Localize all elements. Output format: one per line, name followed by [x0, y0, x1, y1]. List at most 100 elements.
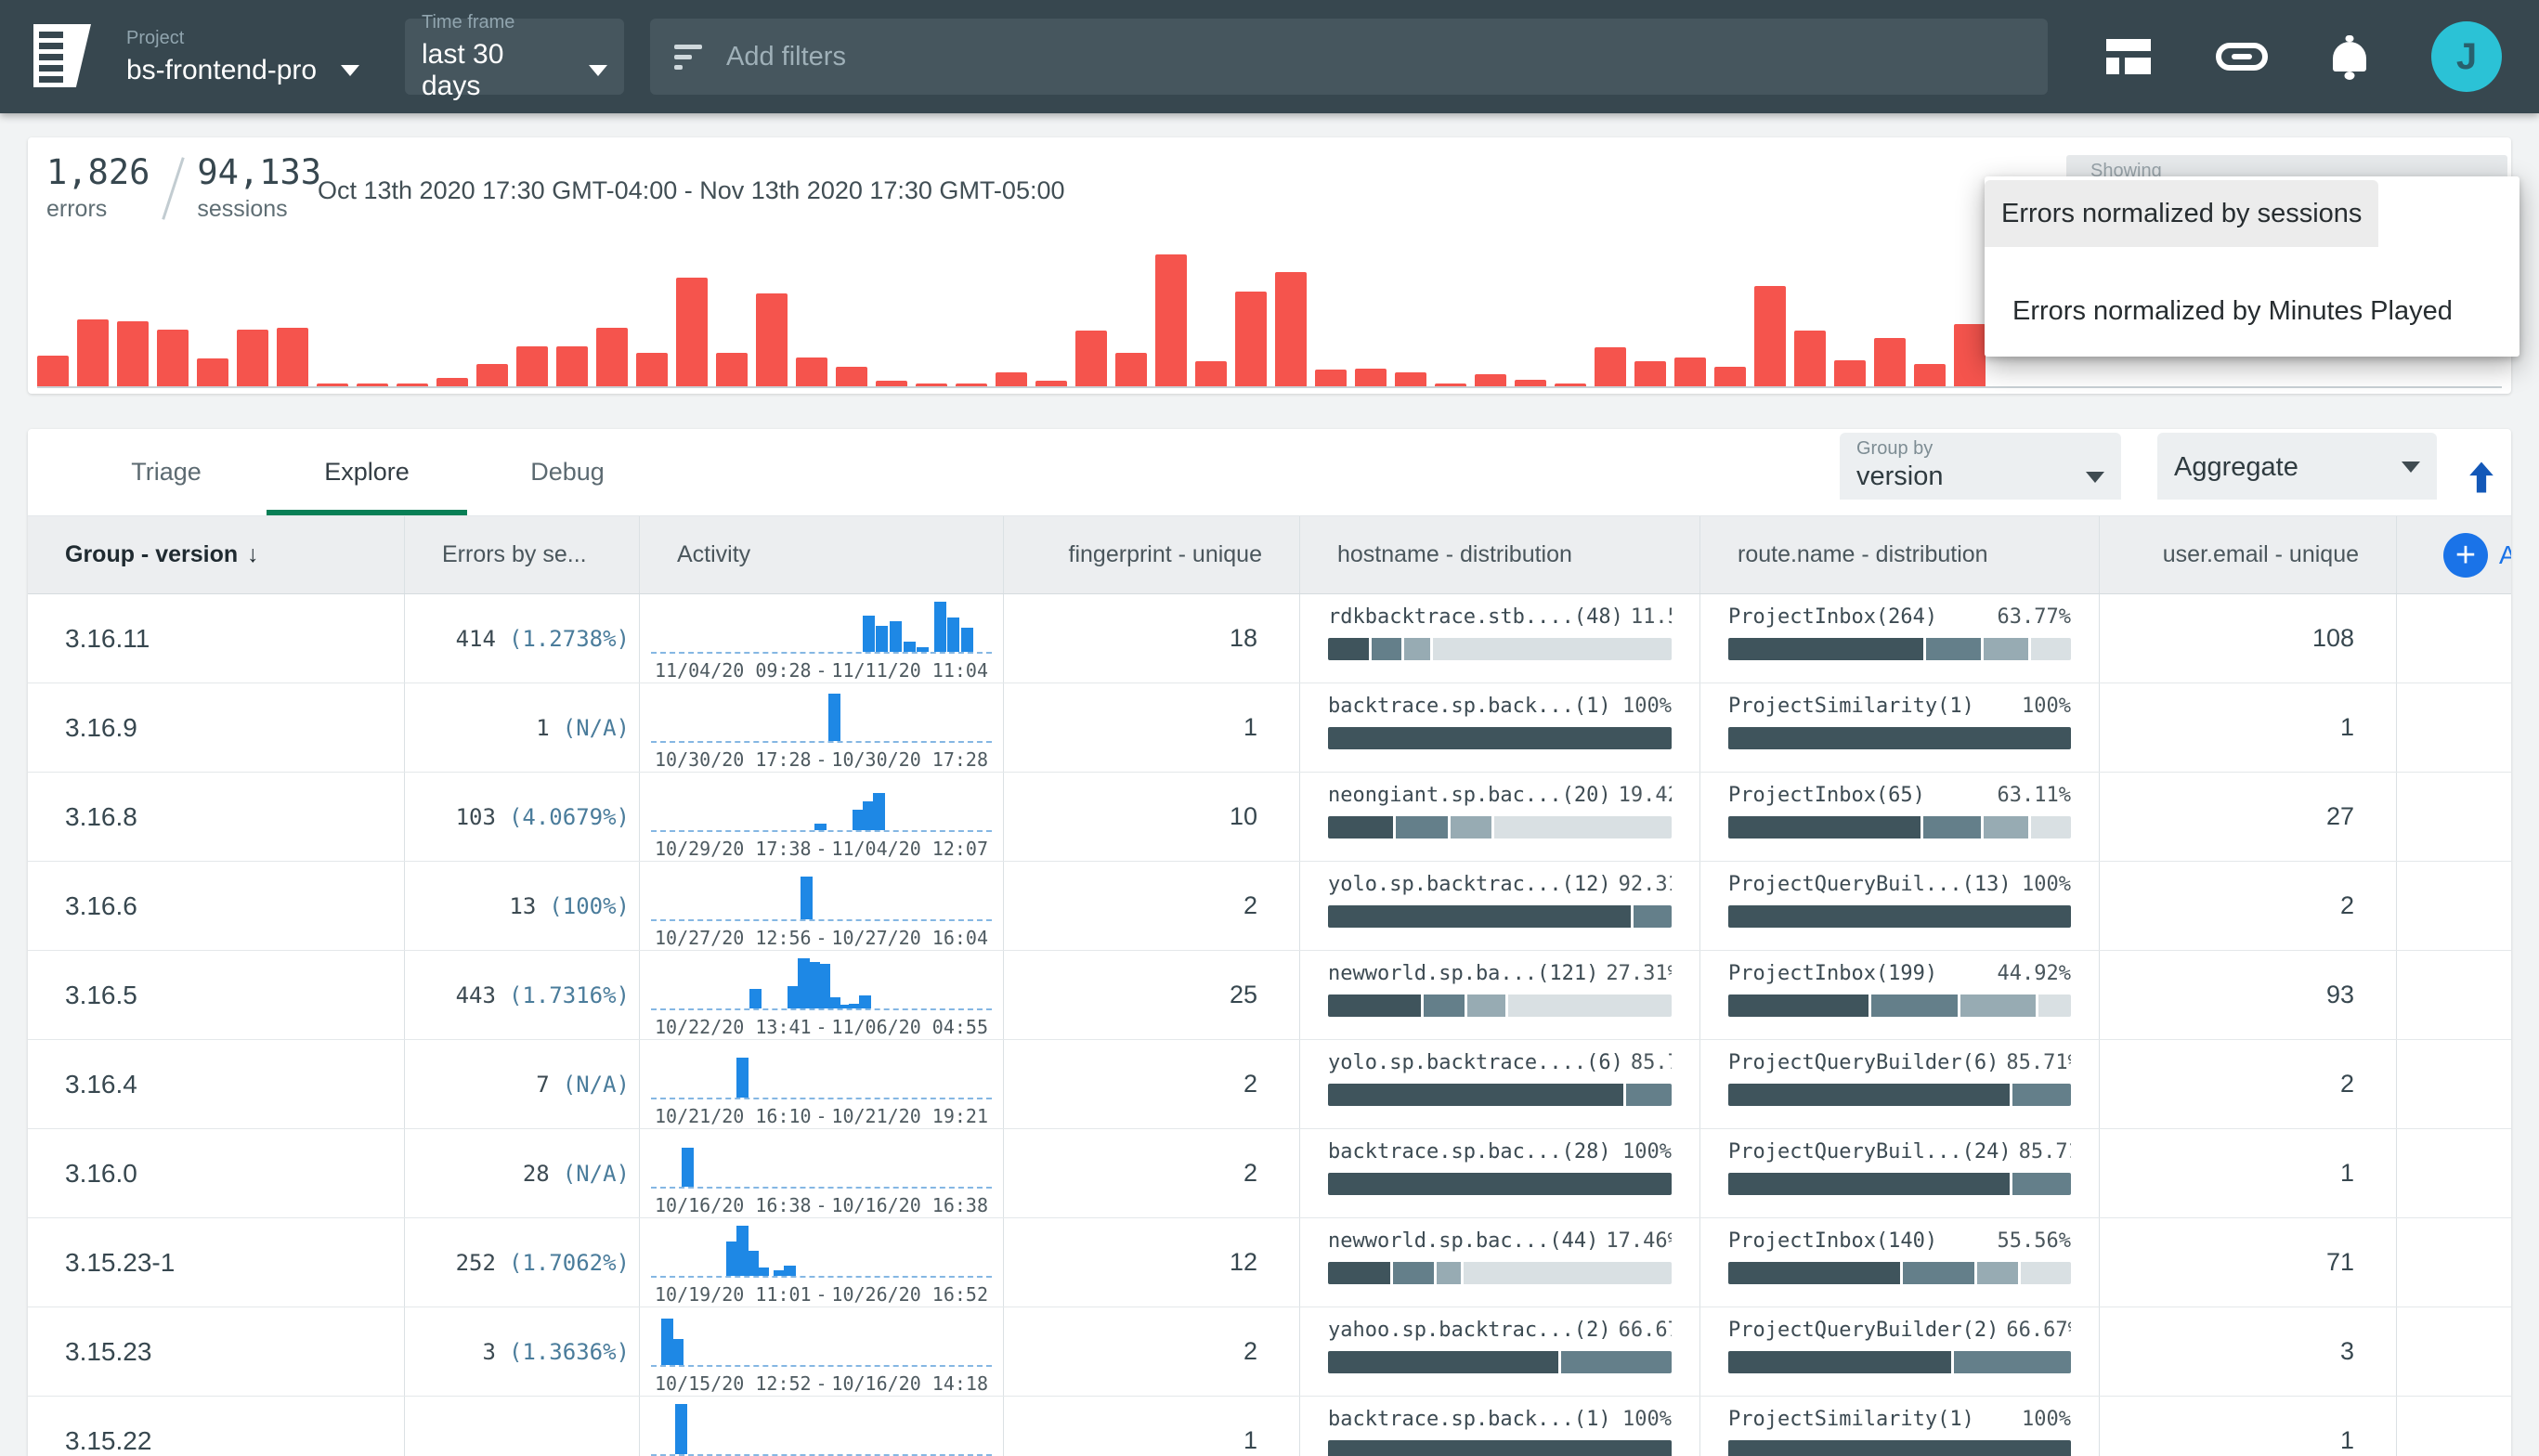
fingerprint-unique-cell: 1: [1004, 1397, 1300, 1456]
add-column-cell: [2397, 1218, 2511, 1306]
histogram-bar: [476, 364, 508, 386]
distribution-segment: [1954, 1351, 2071, 1373]
column-header-1[interactable]: Group - version↓: [28, 516, 405, 593]
activity-end: 11/04/20 12:07: [831, 838, 988, 860]
activity-sparkline: [651, 780, 992, 832]
table-row[interactable]: 3.16.91(N/A)10/30/20 17:28-10/30/20 17:2…: [28, 683, 2511, 773]
table-row[interactable]: 3.15.221backtrace.sp.back...(1)100%Proje…: [28, 1397, 2511, 1456]
route-name-label: ProjectInbox(65): [1728, 784, 1925, 807]
histogram-bar: [636, 353, 668, 386]
route-name-distribution-bar: [1728, 1173, 2071, 1195]
errors-by-session-cell: 13(100%): [405, 862, 640, 950]
activity-date-range: 10/29/20 17:38-11/04/20 12:07: [651, 838, 992, 860]
group-by-select[interactable]: Group by version: [1840, 433, 2121, 500]
distribution-segment: [1396, 816, 1448, 838]
histogram-bar: [676, 278, 708, 386]
showing-menu-item[interactable]: Errors normalized by sessions: [1985, 180, 2378, 247]
add-column-cell: [2397, 683, 2511, 772]
hostname-distribution-cell: neongiant.sp.bac...(20)19.42%: [1300, 773, 1700, 861]
route-name-distribution-cell: ProjectSimilarity(1)100%: [1700, 1397, 2100, 1456]
group-by-value: version: [1856, 462, 1944, 492]
activity-date-range: 10/15/20 12:52-10/16/20 14:18: [651, 1372, 992, 1395]
tab-explore[interactable]: Explore: [267, 429, 467, 515]
table-row[interactable]: 3.15.23-1252(1.7062%)10/19/20 11:01-10/2…: [28, 1218, 2511, 1307]
hostname-distribution-bar: [1328, 1351, 1672, 1373]
version-cell: 3.15.23-1: [28, 1218, 405, 1306]
histogram-bar: [1475, 374, 1506, 387]
errors-by-session-cell: 103(4.0679%): [405, 773, 640, 861]
column-header-8[interactable]: + Ad: [2397, 516, 2511, 593]
hostname-distribution-cell: rdkbacktrace.stb....(48)11.59%: [1300, 594, 1700, 682]
tab-triage[interactable]: Triage: [66, 429, 267, 515]
table-row[interactable]: 3.16.11414(1.2738%)11/04/20 09:28-11/11/…: [28, 594, 2511, 683]
hostname-distribution-bar: [1328, 1440, 1672, 1456]
version-cell: 3.16.8: [28, 773, 405, 861]
distribution-segment: [1728, 727, 2071, 749]
share-link-button[interactable]: [2216, 43, 2268, 71]
route-name-label: ProjectInbox(264): [1728, 605, 1937, 629]
add-column-button[interactable]: +: [2443, 533, 2488, 578]
activity-cell: [640, 1397, 1004, 1456]
hostname-percent: 19.42%: [1619, 784, 1672, 807]
sort-direction-button[interactable]: [2461, 457, 2502, 502]
errors-percent: (1.2738%): [509, 626, 630, 652]
user-avatar[interactable]: J: [2431, 21, 2502, 92]
table-row[interactable]: 3.16.613(100%)10/27/20 12:56-10/27/20 16…: [28, 862, 2511, 951]
aggregate-select[interactable]: Aggregate: [2157, 433, 2437, 500]
add-filters-input[interactable]: Add filters: [650, 19, 2048, 95]
activity-cell: 11/04/20 09:28-11/11/20 11:04: [640, 594, 1004, 682]
distribution-segment: [2012, 1173, 2071, 1195]
errors-percent: (1.7062%): [509, 1250, 630, 1276]
hostname-label: yolo.sp.backtrac...(12): [1328, 873, 1611, 896]
histogram-bar: [1035, 381, 1067, 386]
aggregate-value: Aggregate: [2174, 452, 2298, 483]
date-separator: -: [815, 1016, 827, 1038]
activity-cell: 10/15/20 12:52-10/16/20 14:18: [640, 1307, 1004, 1396]
hostname-label-row: yahoo.sp.backtrac...(2)66.67%: [1328, 1319, 1672, 1342]
chevron-down-icon: [341, 65, 359, 76]
hostname-label-row: backtrace.sp.back...(1)100%: [1328, 695, 1672, 718]
histogram-bar: [1395, 372, 1426, 386]
table-row[interactable]: 3.16.47(N/A)10/21/20 16:10-10/21/20 19:2…: [28, 1040, 2511, 1129]
activity-end: 11/11/20 11:04: [831, 659, 988, 682]
hostname-distribution-bar: [1328, 905, 1672, 928]
tab-debug[interactable]: Debug: [467, 429, 668, 515]
project-selector[interactable]: Project bs-frontend-pro: [126, 20, 359, 93]
date-separator: -: [815, 748, 827, 771]
hostname-label-row: newworld.sp.ba...(121)27.31%: [1328, 962, 1672, 985]
table-row[interactable]: 3.16.028(N/A)10/16/20 16:38-10/16/20 16:…: [28, 1129, 2511, 1218]
column-header-label: route.name - distribution: [1738, 541, 1988, 568]
column-header-2: Errors by se...: [405, 516, 640, 593]
hostname-label-row: backtrace.sp.bac...(28)100%: [1328, 1140, 1672, 1164]
table-row[interactable]: 3.16.8103(4.0679%) 10/29/20 17:38-11/04/2…: [28, 773, 2511, 862]
histogram-bar: [1115, 353, 1147, 386]
version-cell: 3.15.22: [28, 1397, 405, 1456]
notifications-button[interactable]: [2333, 42, 2366, 72]
histogram-bar: [1674, 358, 1706, 387]
table-row[interactable]: 3.15.233(1.3636%)10/15/20 12:52-10/16/20…: [28, 1307, 2511, 1397]
activity-start: 10/29/20 17:38: [655, 838, 812, 860]
column-header-label: Group - version: [65, 541, 238, 568]
add-column-label[interactable]: Ad: [2499, 540, 2511, 570]
histogram-bar: [876, 381, 907, 386]
version-cell: 3.16.5: [28, 951, 405, 1039]
chevron-down-icon: [2086, 472, 2104, 483]
activity-end: 10/16/20 16:38: [831, 1194, 988, 1216]
dashboard-layout-button[interactable]: [2106, 39, 2151, 74]
timeframe-selector[interactable]: Time frame last 30 days: [405, 19, 624, 95]
route-name-label-row: ProjectQueryBuil...(13)100%: [1728, 873, 2071, 896]
distribution-segment: [1393, 1262, 1434, 1284]
table-row[interactable]: 3.16.5443(1.7316%)10/22/20 13:41-11/06/2…: [28, 951, 2511, 1040]
errors-by-session-cell: 1(N/A): [405, 683, 640, 772]
hostname-label-row: neongiant.sp.bac...(20)19.42%: [1328, 784, 1672, 807]
route-name-label-row: ProjectSimilarity(1)100%: [1728, 1408, 2071, 1431]
dashboard-layout-icon: [2106, 39, 2151, 74]
showing-menu-item[interactable]: Errors normalized by Minutes Played: [1985, 266, 2519, 357]
fingerprint-unique-cell: 2: [1004, 1307, 1300, 1396]
activity-date-range: 10/21/20 16:10-10/21/20 19:21: [651, 1105, 992, 1127]
activity-date-range: 11/04/20 09:28-11/11/20 11:04: [651, 659, 992, 682]
backtrace-logo[interactable]: [33, 24, 91, 87]
route-name-distribution-bar: [1728, 727, 2071, 749]
distribution-segment: [1328, 905, 1631, 928]
date-separator: -: [815, 927, 827, 949]
